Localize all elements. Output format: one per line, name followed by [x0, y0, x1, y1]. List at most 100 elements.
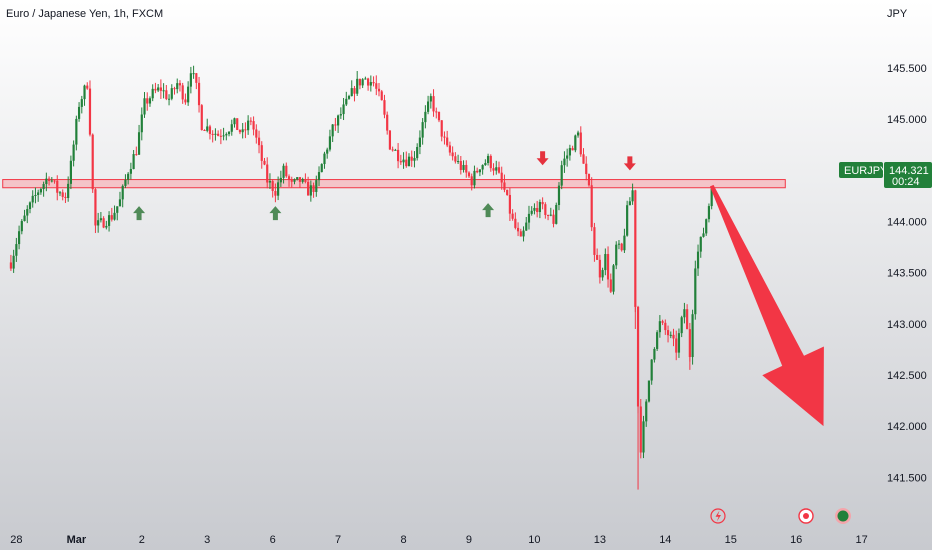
candle[interactable] — [56, 175, 59, 201]
candle[interactable] — [353, 85, 356, 102]
candle[interactable] — [34, 187, 37, 204]
candle[interactable] — [486, 153, 490, 166]
candle[interactable] — [12, 249, 15, 273]
candle[interactable] — [598, 254, 601, 284]
candle[interactable] — [227, 131, 231, 137]
candle[interactable] — [707, 203, 711, 223]
candle[interactable] — [612, 264, 615, 295]
candle[interactable] — [154, 82, 157, 94]
candle[interactable] — [546, 214, 550, 221]
candle[interactable] — [72, 140, 75, 167]
candle[interactable] — [519, 228, 522, 237]
candle[interactable] — [47, 176, 51, 186]
candle[interactable] — [642, 415, 645, 459]
candle[interactable] — [650, 359, 653, 385]
candle[interactable] — [255, 124, 258, 144]
candle[interactable] — [590, 177, 593, 232]
candle[interactable] — [473, 165, 476, 189]
candle[interactable] — [50, 177, 53, 183]
candle[interactable] — [571, 145, 574, 151]
candle[interactable] — [576, 130, 580, 138]
candle[interactable] — [476, 167, 479, 174]
candle[interactable] — [500, 166, 503, 190]
candle[interactable] — [462, 160, 465, 173]
candle[interactable] — [484, 159, 487, 166]
candle[interactable] — [656, 330, 659, 351]
candle[interactable] — [45, 172, 48, 192]
candle[interactable] — [691, 309, 694, 365]
candle[interactable] — [67, 176, 70, 202]
candle[interactable] — [683, 302, 686, 324]
candle[interactable] — [271, 179, 274, 198]
candle[interactable] — [189, 66, 192, 94]
candle[interactable] — [86, 82, 89, 90]
candle[interactable] — [530, 206, 533, 216]
candle[interactable] — [170, 84, 173, 101]
candle[interactable] — [75, 115, 78, 151]
candle[interactable] — [636, 305, 640, 414]
candle[interactable] — [639, 399, 642, 459]
candle[interactable] — [541, 197, 544, 210]
candle[interactable] — [566, 148, 569, 167]
candle[interactable] — [320, 163, 323, 173]
candle[interactable] — [162, 83, 165, 99]
candle[interactable] — [334, 117, 337, 131]
candle[interactable] — [454, 152, 457, 164]
candle[interactable] — [187, 81, 190, 106]
candle[interactable] — [17, 225, 21, 250]
candle[interactable] — [377, 82, 381, 97]
candle[interactable] — [516, 222, 520, 237]
candle[interactable] — [307, 176, 310, 196]
candle[interactable] — [574, 134, 577, 153]
candle[interactable] — [39, 187, 43, 195]
candle[interactable] — [339, 107, 342, 119]
candle[interactable] — [317, 166, 321, 187]
candle[interactable] — [298, 176, 302, 188]
candle[interactable] — [429, 93, 432, 109]
candle[interactable] — [658, 315, 661, 338]
candle[interactable] — [37, 189, 40, 202]
candle[interactable] — [64, 192, 67, 204]
candle[interactable] — [407, 153, 411, 167]
candle[interactable] — [97, 212, 100, 233]
candle[interactable] — [274, 183, 277, 203]
candle[interactable] — [195, 72, 198, 90]
candle[interactable] — [478, 169, 482, 177]
candle[interactable] — [367, 77, 370, 91]
candle[interactable] — [257, 130, 261, 154]
candle[interactable] — [143, 92, 146, 118]
candle[interactable] — [260, 141, 263, 169]
candle[interactable] — [702, 227, 705, 238]
candle[interactable] — [585, 156, 588, 181]
candle[interactable] — [626, 200, 629, 237]
candle[interactable] — [497, 161, 501, 174]
candle[interactable] — [620, 242, 623, 252]
candle[interactable] — [399, 154, 402, 165]
candle[interactable] — [511, 209, 514, 221]
candle[interactable] — [421, 118, 424, 145]
candle[interactable] — [432, 89, 435, 117]
candle[interactable] — [99, 211, 102, 223]
candle[interactable] — [88, 80, 92, 137]
candle[interactable] — [159, 79, 162, 99]
candle[interactable] — [628, 197, 631, 206]
candle[interactable] — [388, 130, 392, 151]
candle[interactable] — [661, 319, 664, 326]
candle[interactable] — [606, 246, 610, 288]
candle[interactable] — [192, 65, 195, 79]
candle[interactable] — [167, 94, 171, 106]
candle[interactable] — [645, 399, 648, 427]
candle[interactable] — [203, 129, 206, 132]
candle[interactable] — [20, 219, 23, 235]
candle[interactable] — [279, 170, 282, 187]
candle[interactable] — [383, 94, 386, 119]
candle[interactable] — [238, 129, 242, 135]
candle[interactable] — [481, 164, 484, 175]
candle[interactable] — [544, 202, 547, 219]
candle[interactable] — [309, 180, 312, 202]
candle[interactable] — [375, 75, 378, 96]
candle[interactable] — [263, 157, 266, 166]
candle[interactable] — [604, 248, 607, 276]
candle[interactable] — [459, 156, 462, 175]
